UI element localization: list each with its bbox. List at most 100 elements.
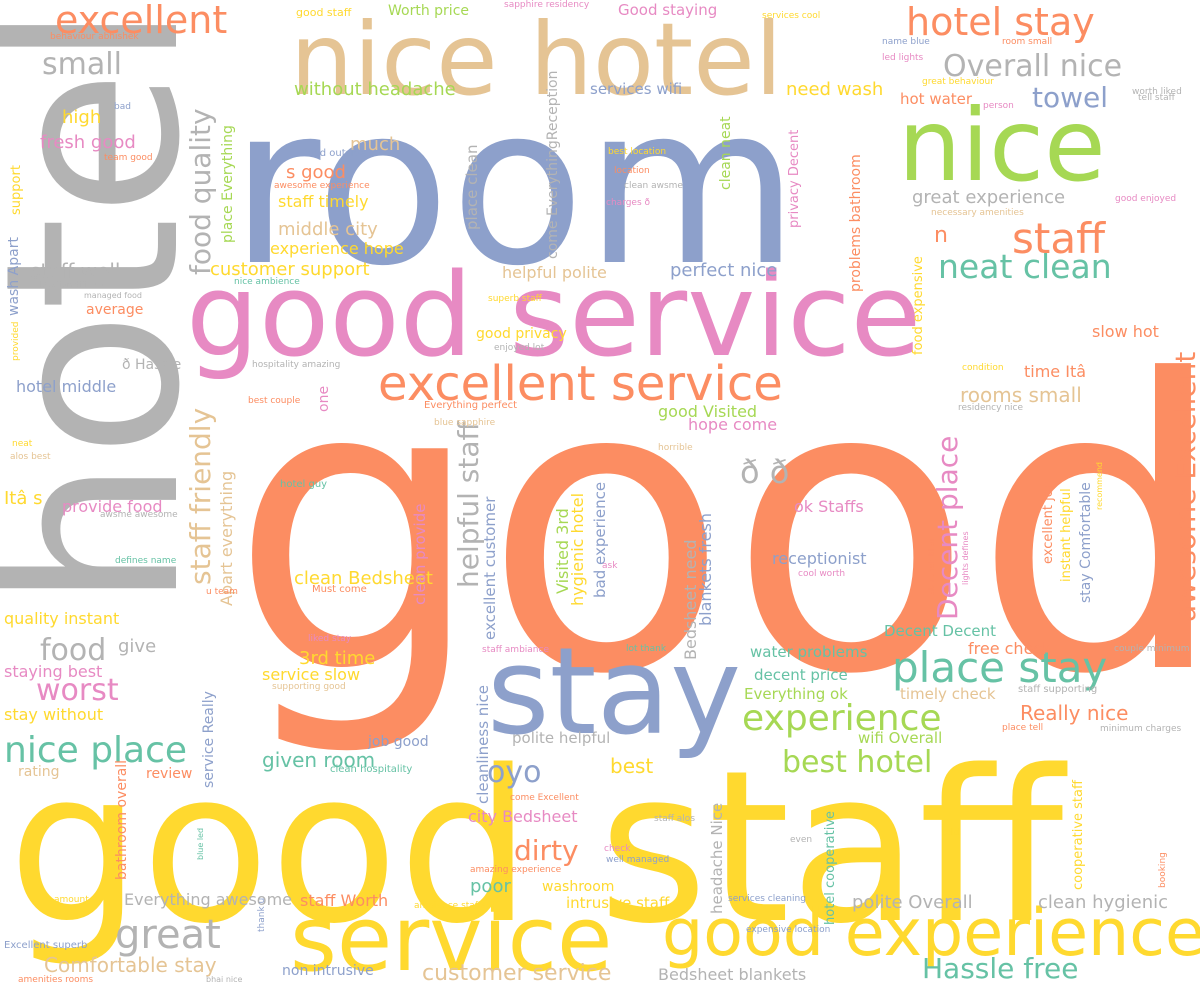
word-bhai-nice: bhai nice [206,975,243,984]
word-person: person [983,101,1014,111]
word-staff-friendly: staff friendly [184,408,217,585]
word-support: support [9,165,24,215]
word-u-team: u team [206,587,238,597]
word-instant-helpful: instant helpful [1059,488,1074,582]
word-stay: stay [487,623,741,762]
word-3rd-time: 3rd time [299,648,375,669]
word-place-stay: place stay [892,643,1107,692]
word-cleanliness-nice: cleanliness nice [474,685,492,804]
word-amenities-rooms: amenities rooms [18,975,93,985]
word-bedsheet-need: Bedsheet need [681,540,700,660]
word-lot-thank: lot thank [626,644,667,654]
word-worth-liked: worth liked [1132,87,1182,97]
word-ok-staffs: ok Staffs [794,497,864,516]
word-perfect-nice: perfect nice [670,260,777,281]
word-quality-instant: quality instant [4,609,119,628]
word-great-experience: great experience [912,187,1065,208]
word-bad: bad [114,102,131,112]
word-amount: amount [54,895,89,905]
word-decent-place: Decent place [931,436,964,620]
word-supporting-good: supporting good [272,682,346,692]
word-good-enjoyed: good enjoyed [1115,194,1176,204]
word-neat: neat [12,439,33,449]
word-charges: charges ð [606,198,651,208]
word-managed-food: managed food [84,291,142,300]
word-staff-ambiance: staff ambiance [482,645,549,655]
word-really-nice: Really nice [1020,701,1128,725]
word-washroom: washroom [542,879,614,895]
word-tell-staff: tell staff [1138,93,1176,103]
word-glyph: ð ð [740,453,789,491]
word-decent-decent: Decent Decent [884,622,996,640]
word-clean-neat: clean neat [718,116,734,190]
word-apart-everything: Apart everything [217,471,236,606]
word-bathroom-overall: bathroom overall [114,760,130,880]
word-thank-u: thank u [257,898,267,932]
word-awesome-experience: awesome experience [274,181,370,191]
word-blue-sapphire: blue sapphire [434,418,496,428]
word-cooperative-staff: cooperative staff [1071,779,1086,890]
word-receptionist: receptionist [772,549,867,568]
word-well-managed: well managed [606,855,669,865]
word-place-everything: place Everything [220,125,236,243]
word-good-visited: good Visited [658,402,757,421]
word-residency-nice: residency nice [958,403,1023,413]
word-amazing-experience: amazing experience [470,865,562,875]
word-come-excellent: come Excellent [510,793,579,803]
word-need-wash: need wash [786,79,883,100]
word-hygienic-hotel: hygienic hotel [568,493,587,606]
word-polite-overall: polite Overall [852,892,973,913]
word-non-intrusive: non intrusive [282,963,374,979]
word-clean-bedsheet: clean Bedsheet [294,568,433,589]
word-polite-helpful: polite helpful [512,729,610,747]
word-experience-hope: experience hope [270,239,404,258]
word-alos-best: alos best [10,452,51,462]
word-hot-water: hot water [900,90,973,108]
word-average: average [86,302,143,318]
word-hotel-stay: hotel stay [906,0,1095,44]
word-service-slow: service slow [262,665,360,684]
word-helpful-staff: helpful staff [452,420,485,588]
word-good-service: good service [186,249,921,383]
word-timely-check: timely check [900,685,996,703]
word-team-good: team good [104,153,153,163]
word-behaviour-abhishek: behaviour abhishek [50,32,139,42]
word-headache-nice: headache Nice [708,803,726,914]
word-time-it: time Itâ [1024,362,1086,381]
word-led-lights: led lights [882,53,924,63]
word-couple-minimum: couple minimum [1114,644,1189,654]
word-visited-3rd: Visited 3rd [553,508,572,594]
word-bad-experience: bad experience [591,482,609,598]
word-clean-hygienic: clean hygienic [1038,892,1168,913]
word-blankets-fresh: blankets fresh [696,513,715,626]
word-customer-support: customer support [210,259,370,280]
word-staff-alos: staff alos [654,814,695,824]
word-horrible: horrible [658,443,693,453]
word-name-blue: name blue [882,37,930,47]
word-superb-staff: superb staff [488,294,543,304]
word-location: location [614,166,650,176]
word-towel: towel [1032,81,1108,114]
word-excellent-customer: excellent customer [481,496,499,640]
word-awsme-awesome: awsme awesome [100,510,178,520]
word-give: give [118,636,156,657]
word-worst: worst [36,673,119,708]
word-rating: rating [18,764,59,780]
word-condition: condition [962,363,1004,373]
word-best: best [610,754,653,778]
word-clean-hospitality: clean hospitality [330,764,412,775]
word-worth-price: Worth price [388,3,469,19]
word-stay-comfortable: stay Comfortable [1078,482,1094,603]
word-everything-awesome: Everything awesome [124,890,292,909]
word-clean-provide: clean provide [411,504,429,605]
word-booking: booking [1158,852,1168,888]
word-stay-without: stay without [4,705,103,724]
word-slow-hot: slow hot [1092,322,1159,341]
word-review: review [146,766,192,782]
word-excellent: excellent [55,0,227,42]
word-oyo: oyo [487,755,541,790]
word-defines-name: defines name [115,556,177,566]
word-room: room [230,58,799,314]
word-everything-ok: Everything ok [744,685,848,703]
